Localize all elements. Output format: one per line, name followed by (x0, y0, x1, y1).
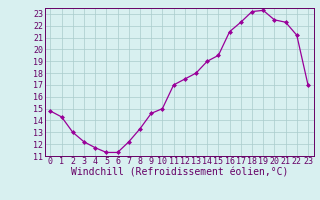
X-axis label: Windchill (Refroidissement éolien,°C): Windchill (Refroidissement éolien,°C) (70, 168, 288, 178)
